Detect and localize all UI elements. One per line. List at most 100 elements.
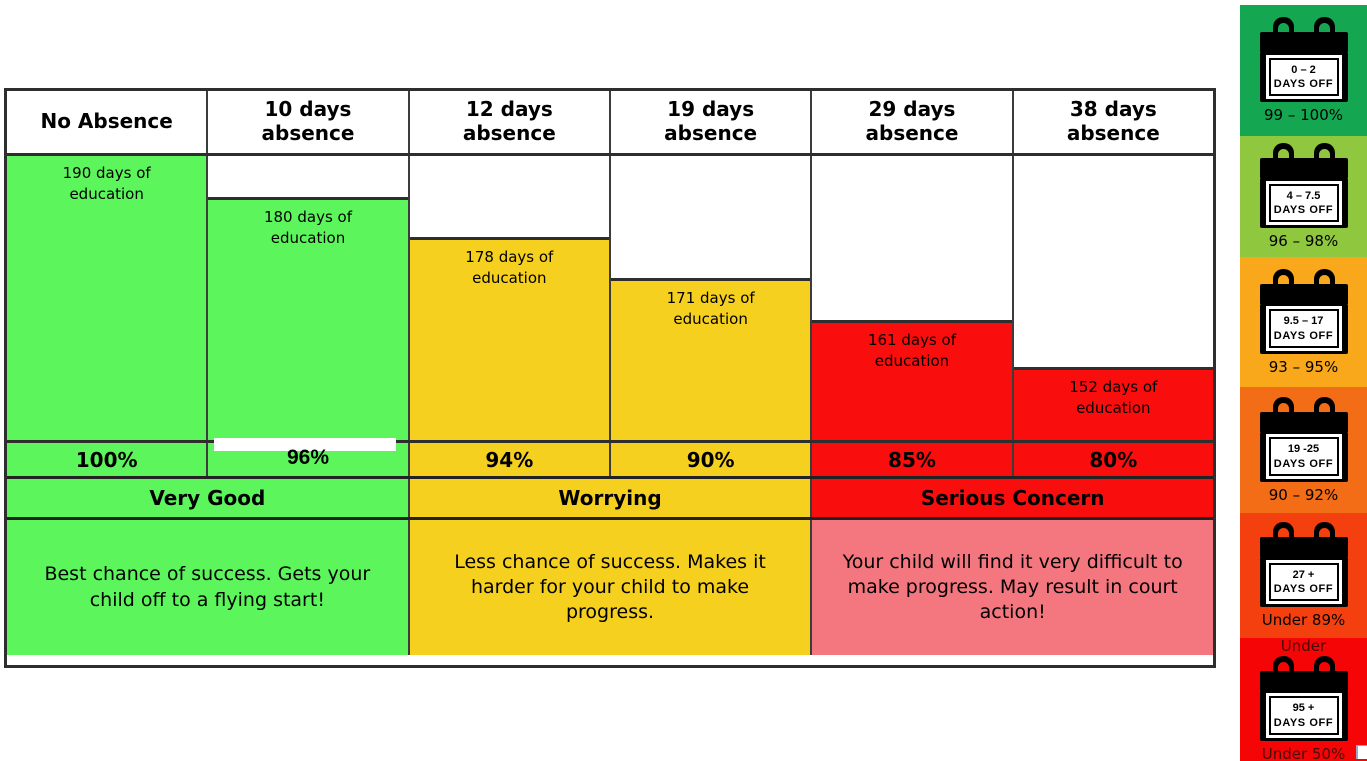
- calendar-days-off-label: DAYS OFF: [1273, 78, 1334, 90]
- calendar-body: 9.5 – 17 DAYS OFF: [1259, 303, 1348, 354]
- bar-cell: 180 days of education: [208, 156, 410, 440]
- attendance-percent: 85%: [812, 443, 1014, 476]
- calendar-range-label: 19 -25: [1287, 443, 1320, 456]
- calendar-face: 0 – 2 DAYS OFF: [1268, 57, 1339, 97]
- column-header-line1: 10 days: [264, 97, 352, 122]
- description-row: Best chance of success. Gets your child …: [7, 520, 1214, 655]
- calendar-header-bar: [1259, 32, 1348, 53]
- calendar-body: 95 + DAYS OFF: [1259, 690, 1348, 741]
- column-header-line1: 19 days: [667, 97, 755, 122]
- attendance-percent-value: 96%: [286, 445, 329, 469]
- calendar-face: 95 + DAYS OFF: [1268, 696, 1339, 735]
- key-percent-range: Under 89%: [1261, 611, 1346, 629]
- category-label: Serious Concern: [812, 479, 1214, 517]
- key-percent-range: 90 – 92%: [1268, 485, 1339, 504]
- header-row: No Absence 10 days absence 12 days absen…: [7, 91, 1213, 156]
- calendar-face: 4 – 7.5 DAYS OFF: [1268, 183, 1339, 223]
- attendance-percent: 96%: [208, 438, 410, 476]
- category-description: Best chance of success. Gets your child …: [7, 520, 410, 655]
- education-bar: 178 days of education: [409, 240, 609, 440]
- category-label: Very Good: [7, 479, 410, 517]
- key-percent-range: Under 50%: [1261, 744, 1346, 761]
- calendar-days-off-label: DAYS OFF: [1273, 457, 1334, 470]
- column-header-line2: absence: [664, 121, 758, 145]
- calendar-icon: 19 -25 DAYS OFF: [1259, 396, 1348, 482]
- bar-gap: [208, 156, 408, 200]
- edit-patch: [214, 438, 396, 451]
- attendance-percent-value: 94%: [485, 447, 534, 472]
- calendar-range-label: 4 – 7.5: [1286, 189, 1321, 202]
- column-header: 38 days absence: [1013, 91, 1213, 153]
- calendar-days-off-label: DAYS OFF: [1273, 204, 1334, 216]
- key-item: 27 + DAYS OFF Under 89%: [1240, 513, 1367, 638]
- calendar-face: 19 -25 DAYS OFF: [1268, 437, 1339, 476]
- column-header-line2: absence: [1066, 121, 1160, 145]
- column-header-line1: 38 days: [1069, 97, 1157, 122]
- column-header-line1: No Absence: [40, 109, 173, 134]
- percent-row: 100% 96% 94% 90% 85% 80%: [7, 438, 1213, 479]
- bar-cell: 178 days of education: [409, 156, 611, 440]
- bar-label: 178 days of education: [465, 248, 554, 287]
- attendance-percent-value: 100%: [75, 447, 138, 472]
- column-header: 12 days absence: [409, 91, 611, 153]
- calendar-header-bar: [1259, 158, 1348, 179]
- attendance-percent: 80%: [1013, 443, 1213, 476]
- key-item: Under 95 + DAYS OFF Under 50%: [1240, 636, 1367, 761]
- bar-label: 190 days of education: [62, 164, 151, 203]
- calendar-icon: 95 + DAYS OFF: [1259, 655, 1348, 741]
- column-header-line2: absence: [462, 121, 556, 145]
- column-header-line1: 29 days: [868, 97, 956, 122]
- key-percent-range: 96 – 98%: [1268, 232, 1339, 250]
- calendar-range-label: 0 – 2: [1291, 63, 1316, 76]
- education-bar: 161 days of education: [812, 323, 1012, 440]
- calendar-icon: 4 – 7.5 DAYS OFF: [1259, 143, 1348, 228]
- calendar-days-off-label: DAYS OFF: [1273, 329, 1334, 342]
- key-percent-range: 99 – 100%: [1263, 106, 1343, 124]
- attendance-table: No Absence 10 days absence 12 days absen…: [4, 88, 1216, 668]
- key-top-label: Under: [1280, 636, 1327, 655]
- calendar-range-label: 27 +: [1292, 568, 1315, 581]
- attendance-percent-value: 85%: [888, 447, 936, 472]
- bars-row: 190 days of education 180 days of educat…: [7, 156, 1213, 443]
- calendar-days-off-label: DAYS OFF: [1273, 583, 1334, 595]
- bar-gap: [812, 156, 1012, 323]
- bar-cell: 171 days of education: [610, 156, 813, 440]
- key-item: 4 – 7.5 DAYS OFF 96 – 98%: [1240, 136, 1367, 257]
- education-bar: 171 days of education: [610, 281, 811, 440]
- calendar-icon: 27 + DAYS OFF: [1259, 522, 1348, 607]
- calendar-range-label: 95 +: [1292, 702, 1315, 715]
- bar-label: 180 days of education: [263, 208, 352, 247]
- bar-cell: 161 days of education: [812, 156, 1014, 440]
- category-description-text: Your child will find it very difficult t…: [842, 550, 1183, 624]
- calendar-body: 19 -25 DAYS OFF: [1259, 431, 1348, 482]
- category-row: Very Good Worrying Serious Concern: [7, 479, 1214, 520]
- key-item: 19 -25 DAYS OFF 90 – 92%: [1240, 387, 1367, 513]
- attendance-percent: 100%: [7, 443, 209, 476]
- key-percent-range: 93 – 95%: [1268, 357, 1339, 376]
- category-description-text: Best chance of success. Gets your child …: [44, 563, 371, 611]
- key-item: 9.5 – 17 DAYS OFF 93 – 95%: [1240, 257, 1367, 387]
- column-header: 10 days absence: [208, 91, 410, 153]
- calendar-body: 4 – 7.5 DAYS OFF: [1259, 178, 1348, 228]
- bar-label: 171 days of education: [666, 289, 755, 328]
- column-header: No Absence: [7, 91, 209, 153]
- education-bar: 190 days of education: [7, 156, 207, 440]
- calendar-header-bar: [1259, 283, 1348, 305]
- column-header: 19 days absence: [610, 91, 813, 153]
- bar-gap: [409, 156, 609, 240]
- calendar-icon: 0 – 2 DAYS OFF: [1259, 17, 1348, 102]
- column-header-line2: absence: [865, 121, 959, 145]
- education-bar: 180 days of education: [208, 200, 408, 440]
- calendar-range-label: 9.5 – 17: [1283, 315, 1324, 328]
- bar-label: 152 days of education: [1069, 378, 1158, 417]
- selection-handle: [1356, 745, 1367, 759]
- bar-gap: [1013, 156, 1213, 370]
- bar-cell: 152 days of education: [1013, 156, 1213, 440]
- calendar-header-bar: [1259, 670, 1348, 692]
- calendar-days-off-label: DAYS OFF: [1273, 716, 1334, 729]
- category-description: Your child will find it very difficult t…: [812, 520, 1214, 655]
- attendance-percent: 90%: [610, 443, 813, 476]
- column-header-line2: absence: [261, 121, 355, 145]
- calendar-icon: 9.5 – 17 DAYS OFF: [1259, 268, 1348, 354]
